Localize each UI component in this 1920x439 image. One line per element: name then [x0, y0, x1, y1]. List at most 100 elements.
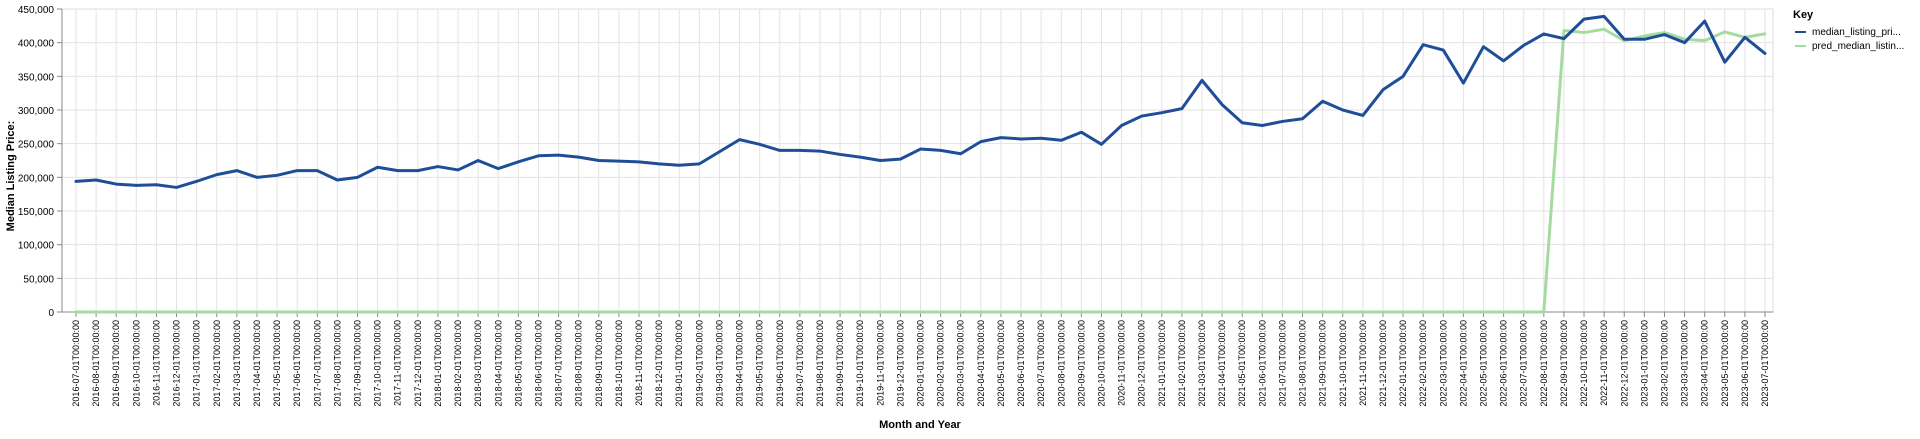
x-tick-label: 2018-11-01T00:00:00 — [634, 320, 644, 406]
x-tick-label: 2018-06-01T00:00:00 — [533, 320, 543, 407]
x-tick-label: 2021-09-01T00:00:00 — [1318, 320, 1328, 407]
x-tick-label: 2021-01-01T00:00:00 — [1157, 320, 1167, 407]
grid-lines — [61, 8, 1774, 313]
x-tick-label: 2020-10-01T00:00:00 — [1096, 320, 1106, 407]
x-tick-label: 2016-10-01T00:00:00 — [131, 320, 141, 407]
x-tick-label: 2017-01-01T00:00:00 — [192, 320, 202, 407]
y-tick-label: 0 — [48, 308, 54, 319]
x-tick-label: 2020-05-01T00:00:00 — [996, 320, 1006, 407]
legend-label: median_listing_pri... — [1812, 27, 1901, 38]
x-tick-label: 2017-05-01T00:00:00 — [272, 320, 282, 407]
x-tick-label: 2017-09-01T00:00:00 — [353, 320, 363, 407]
x-tick-label: 2021-06-01T00:00:00 — [1257, 320, 1267, 407]
x-tick-label: 2020-12-01T00:00:00 — [1137, 320, 1147, 407]
legend-label: pred_median_listin... — [1812, 41, 1904, 52]
x-tick-label: 2021-10-01T00:00:00 — [1338, 320, 1348, 407]
x-tick-label: 2023-05-01T00:00:00 — [1720, 320, 1730, 407]
x-tick-label: 2019-10-01T00:00:00 — [855, 320, 865, 407]
x-tick-label: 2019-06-01T00:00:00 — [775, 320, 785, 407]
x-tick-label: 2020-08-01T00:00:00 — [1056, 320, 1066, 407]
x-tick-label: 2018-02-01T00:00:00 — [453, 320, 463, 407]
x-tick-label: 2022-02-01T00:00:00 — [1418, 320, 1428, 407]
x-tick-label: 2017-06-01T00:00:00 — [292, 320, 302, 407]
x-tick-label: 2022-12-01T00:00:00 — [1619, 320, 1629, 407]
y-tick-label: 250,000 — [18, 140, 55, 151]
legend-title: Key — [1793, 9, 1814, 21]
x-tick-label: 2023-01-01T00:00:00 — [1639, 320, 1649, 407]
x-tick-label: 2021-08-01T00:00:00 — [1298, 320, 1308, 407]
x-tick-label: 2019-02-01T00:00:00 — [694, 320, 704, 407]
x-tick-label: 2019-09-01T00:00:00 — [835, 320, 845, 407]
series-line-0 — [74, 14, 1767, 189]
x-tick-label: 2016-12-01T00:00:00 — [172, 320, 182, 407]
x-tick-label: 2023-04-01T00:00:00 — [1700, 320, 1710, 407]
x-tick-label: 2021-04-01T00:00:00 — [1217, 320, 1227, 407]
legend: Key median_listing_pri... pred_median_lis… — [1793, 9, 1904, 52]
x-tick-label: 2021-07-01T00:00:00 — [1277, 320, 1287, 407]
y-tick-label: 100,000 — [18, 241, 55, 252]
x-tick-label: 2022-06-01T00:00:00 — [1499, 320, 1509, 407]
x-tick-label: 2019-08-01T00:00:00 — [815, 320, 825, 407]
x-tick-label: 2016-09-01T00:00:00 — [111, 320, 121, 407]
x-tick-label: 2023-07-01T00:00:00 — [1760, 320, 1770, 407]
x-tick-label: 2019-05-01T00:00:00 — [755, 320, 765, 407]
x-tick-label: 2022-05-01T00:00:00 — [1479, 320, 1489, 407]
x-tick-label: 2017-03-01T00:00:00 — [232, 320, 242, 407]
x-tick-label: 2022-08-01T00:00:00 — [1539, 320, 1549, 407]
series-line-1 — [74, 27, 1767, 314]
x-tick-label: 2022-11-01T00:00:00 — [1599, 320, 1609, 406]
x-tick-label: 2022-09-01T00:00:00 — [1559, 320, 1569, 407]
x-tick-label: 2020-01-01T00:00:00 — [916, 320, 926, 407]
x-tick-label: 2020-06-01T00:00:00 — [1016, 320, 1026, 407]
y-axis: 0 50,000 100,000 150,000 200,000 250,000 300,0… — [18, 5, 63, 319]
x-tick-label: 2018-03-01T00:00:00 — [473, 320, 483, 407]
x-axis: 2016-07-01T00:00:00 2016-08-01T00:00:00 20… — [62, 311, 1773, 407]
x-tick-label: 2017-08-01T00:00:00 — [332, 320, 342, 407]
x-tick-label: 2020-09-01T00:00:00 — [1076, 320, 1086, 407]
x-tick-label: 2018-09-01T00:00:00 — [594, 320, 604, 407]
x-tick-label: 2019-11-01T00:00:00 — [875, 320, 885, 406]
x-tick-label: 2020-07-01T00:00:00 — [1036, 320, 1046, 407]
x-tick-label: 2017-10-01T00:00:00 — [373, 320, 383, 407]
x-tick-label: 2023-06-01T00:00:00 — [1740, 320, 1750, 407]
x-tick-label: 2018-08-01T00:00:00 — [574, 320, 584, 407]
x-tick-label: 2021-02-01T00:00:00 — [1177, 320, 1187, 407]
y-tick-label: 200,000 — [18, 173, 55, 184]
x-tick-label: 2018-01-01T00:00:00 — [433, 320, 443, 407]
x-tick-label: 2021-11-01T00:00:00 — [1358, 320, 1368, 406]
x-tick-label: 2018-07-01T00:00:00 — [554, 320, 564, 407]
x-tick-label: 2022-07-01T00:00:00 — [1519, 320, 1529, 407]
y-tick-label: 400,000 — [18, 39, 55, 50]
x-tick-label: 2020-04-01T00:00:00 — [976, 320, 986, 407]
y-tick-label: 150,000 — [18, 207, 55, 218]
x-tick-label: 2017-11-01T00:00:00 — [393, 320, 403, 406]
x-tick-label: 2017-02-01T00:00:00 — [212, 320, 222, 407]
x-axis-title: Month and Year — [879, 419, 961, 431]
x-tick-label: 2019-03-01T00:00:00 — [714, 320, 724, 407]
series-lines — [74, 14, 1767, 314]
x-tick-label: 2023-03-01T00:00:00 — [1680, 320, 1690, 407]
x-tick-label: 2019-12-01T00:00:00 — [895, 320, 905, 407]
x-tick-label: 2017-04-01T00:00:00 — [252, 320, 262, 407]
x-tick-label: 2018-05-01T00:00:00 — [513, 320, 523, 407]
x-tick-label: 2022-03-01T00:00:00 — [1438, 320, 1448, 407]
x-tick-label: 2016-07-01T00:00:00 — [71, 320, 81, 407]
x-tick-label: 2022-01-01T00:00:00 — [1398, 320, 1408, 407]
y-tick-label: 350,000 — [18, 72, 55, 83]
y-tick-label: 50,000 — [23, 274, 54, 285]
x-tick-label: 2018-04-01T00:00:00 — [493, 320, 503, 407]
x-tick-label: 2023-02-01T00:00:00 — [1659, 320, 1669, 407]
x-tick-label: 2017-07-01T00:00:00 — [312, 320, 322, 407]
x-tick-label: 2020-11-01T00:00:00 — [1117, 320, 1127, 406]
x-tick-label: 2016-08-01T00:00:00 — [91, 320, 101, 407]
x-tick-label: 2019-04-01T00:00:00 — [735, 320, 745, 407]
y-tick-label: 300,000 — [18, 106, 55, 117]
y-axis-title: Median Listing Price: — [5, 121, 17, 232]
x-tick-label: 2016-11-01T00:00:00 — [151, 320, 161, 406]
x-tick-label: 2022-04-01T00:00:00 — [1458, 320, 1468, 407]
x-tick-label: 2019-01-01T00:00:00 — [674, 320, 684, 407]
x-tick-label: 2020-03-01T00:00:00 — [956, 320, 966, 407]
x-tick-label: 2017-12-01T00:00:00 — [413, 320, 423, 407]
